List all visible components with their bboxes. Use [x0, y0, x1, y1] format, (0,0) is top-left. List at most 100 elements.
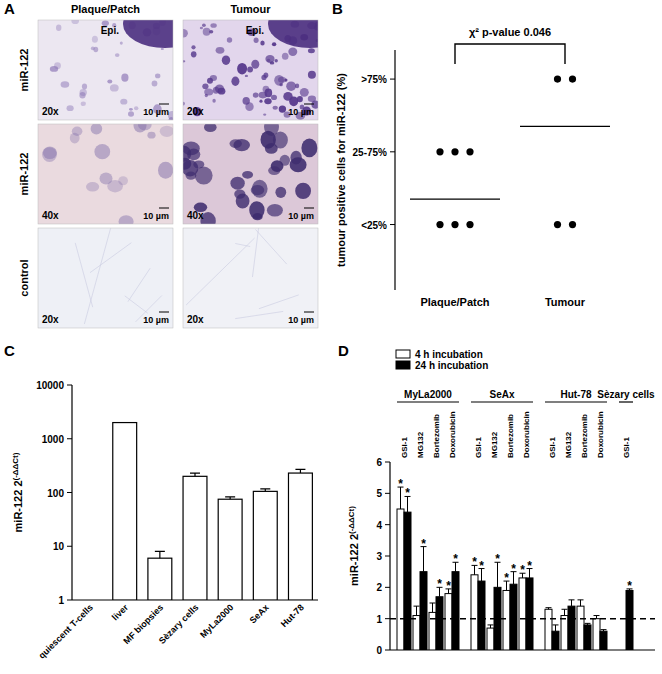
data-point: [451, 221, 458, 228]
y-tick-label: 3: [376, 551, 382, 562]
column-header: Tumour: [230, 3, 271, 15]
stained-cell: [275, 187, 286, 198]
scale-bar: [304, 104, 314, 105]
x-tick-label: MyLa2000: [198, 602, 235, 639]
scale-bar-label: 10 µm: [288, 211, 314, 221]
bar: [471, 575, 478, 650]
stained-cell: [271, 95, 277, 100]
stained-cell: [120, 42, 123, 45]
stained-cell: [289, 96, 298, 106]
y-tick-label: 1: [58, 595, 64, 606]
error-bar: [414, 606, 420, 615]
group-line: [545, 401, 607, 402]
stained-cell: [227, 37, 232, 43]
stained-cell: [202, 24, 206, 28]
panel-letter: D: [338, 342, 349, 359]
plot-area: [410, 75, 610, 228]
stained-cell: [216, 47, 225, 54]
stained-cell: [120, 99, 127, 105]
error-bar: [569, 600, 575, 606]
bar: [445, 594, 452, 650]
stained-cell: [263, 113, 266, 115]
stained-cell: [279, 83, 282, 86]
stained-cell: [43, 147, 57, 160]
epithelium-label: Epi.: [246, 25, 265, 36]
tissue-fibre: [90, 243, 131, 273]
stained-cell: [121, 74, 128, 82]
reference-line: [390, 618, 655, 620]
data-point: [554, 75, 561, 82]
magnification-label: 40x: [42, 210, 59, 221]
stained-cell: [202, 83, 208, 89]
magnification-label: 20x: [42, 314, 59, 325]
bar: [253, 491, 277, 600]
stained-cell: [237, 63, 247, 75]
stained-cell: [230, 177, 244, 190]
y-tick-label: 10: [53, 541, 65, 552]
bar: [183, 476, 207, 600]
x-tick-label: Bortezomib: [580, 414, 589, 458]
scale-bar-label: 10 µm: [143, 107, 169, 117]
scale-bar: [304, 312, 314, 313]
y-tick-label: <25%: [361, 220, 387, 231]
y-tick: [390, 224, 395, 225]
stained-cell: [242, 171, 253, 179]
x-tick-label: MG132: [416, 431, 425, 458]
stained-cell: [259, 92, 268, 99]
stained-cell: [200, 27, 203, 29]
group-label: Sèzary cells: [597, 389, 655, 400]
stained-cell: [82, 83, 87, 89]
stained-cell: [265, 143, 278, 154]
stained-cell: [107, 79, 112, 83]
group-line: [397, 401, 459, 402]
legend-label: 24 h incubation: [415, 360, 488, 371]
y-axis: [394, 50, 395, 290]
error-bar: [260, 489, 270, 492]
y-tick-label: 4: [376, 520, 382, 531]
stained-cell: [195, 167, 213, 185]
magnification-label: 20x: [187, 314, 204, 325]
tissue-fibre: [186, 238, 254, 305]
magnification-label: 20x: [42, 106, 59, 117]
stained-cell: [160, 126, 173, 137]
x-tick-label: GSI-1: [548, 437, 557, 458]
x-tick-label: Bortezomib: [506, 414, 515, 458]
x-tick-label: Sèzary cells: [157, 602, 201, 646]
scale-bar-label: 10 µm: [143, 315, 169, 325]
annotation: χ² p-value 0.046: [469, 26, 551, 38]
bar: [288, 473, 312, 600]
data-point: [569, 221, 576, 228]
tissue-fibre: [75, 243, 92, 307]
y-tick: [385, 493, 390, 494]
stained-cell: [67, 105, 74, 111]
mean-line: [520, 126, 610, 127]
figure: APlaque/PatchTumourmiR-122Epi.20x10 µmEp…: [0, 0, 662, 674]
stained-cell: [94, 144, 110, 159]
bar: [218, 499, 242, 600]
legend-label: 4 h incubation: [415, 349, 483, 360]
y-label-superscript: (-ΔΔCt): [11, 452, 20, 480]
bar: [526, 578, 533, 650]
x-tick-label: GSI-1: [622, 437, 631, 458]
stained-cell: [81, 101, 86, 106]
plot-area: [390, 487, 655, 650]
stained-cell: [147, 132, 155, 139]
stained-cell: [275, 59, 278, 63]
stained-cell: [274, 75, 284, 86]
error-bar: [601, 630, 607, 632]
significance-marker: *: [453, 552, 458, 566]
stained-cell: [70, 133, 80, 144]
stained-cell: [251, 60, 259, 69]
data-point: [451, 148, 458, 155]
scale-bar: [304, 208, 314, 209]
tissue-fibre: [128, 268, 150, 302]
plot-area: [113, 423, 313, 600]
stained-cell: [280, 155, 290, 166]
bar: [561, 616, 568, 650]
data-point: [466, 148, 473, 155]
stained-cell: [183, 142, 200, 156]
micrograph-background: [38, 228, 173, 328]
bar: [113, 423, 137, 600]
stained-cell: [134, 106, 138, 110]
micrograph: [183, 228, 318, 328]
